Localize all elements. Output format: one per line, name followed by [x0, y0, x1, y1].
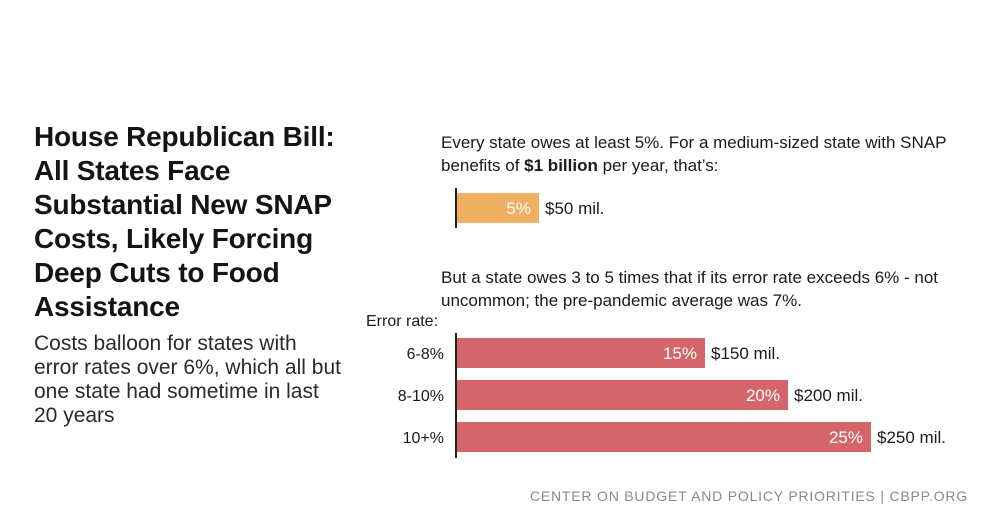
bar-value-label-g1-0: $150 mil. — [711, 344, 780, 363]
baseline-note-pre: Every state owes at least 5%. For a medi… — [441, 133, 947, 175]
bar-percent-label-g0-0: 5% — [506, 199, 531, 218]
category-label-g1-2: 10+% — [403, 430, 444, 447]
error-rate-axis-label: Error rate: — [366, 313, 439, 330]
category-label-g1-0: 6-8% — [407, 346, 444, 363]
baseline-note-bold: $1 billion — [524, 156, 598, 175]
bar-value-label-g0-0: $50 mil. — [545, 199, 605, 218]
bar-percent-label-g1-0: 15% — [663, 344, 697, 363]
bar-percent-label-g1-1: 20% — [746, 386, 780, 405]
error-note: But a state owes 3 to 5 times that if it… — [441, 268, 939, 310]
bar-g1-1 — [456, 380, 788, 410]
bar-value-label-g1-2: $250 mil. — [877, 428, 946, 447]
chart-title: House Republican Bill: All States Face S… — [34, 121, 335, 322]
source-footer: CENTER ON BUDGET AND POLICY PRIORITIES |… — [529, 488, 968, 504]
bar-g1-0 — [456, 338, 705, 368]
title-block: House Republican Bill: All States Face S… — [34, 120, 344, 428]
bar-g0-0 — [456, 193, 539, 223]
baseline-note: Every state owes at least 5%. For a medi… — [441, 131, 961, 177]
bar-value-label-g1-1: $200 mil. — [794, 386, 863, 405]
category-label-g1-1: 8-10% — [398, 388, 444, 405]
bar-g1-2 — [456, 422, 871, 452]
chart-subtitle: Costs balloon for states with error rate… — [34, 332, 341, 427]
bar-percent-label-g1-2: 25% — [829, 428, 863, 447]
baseline-note-post: per year, that’s: — [597, 156, 719, 175]
